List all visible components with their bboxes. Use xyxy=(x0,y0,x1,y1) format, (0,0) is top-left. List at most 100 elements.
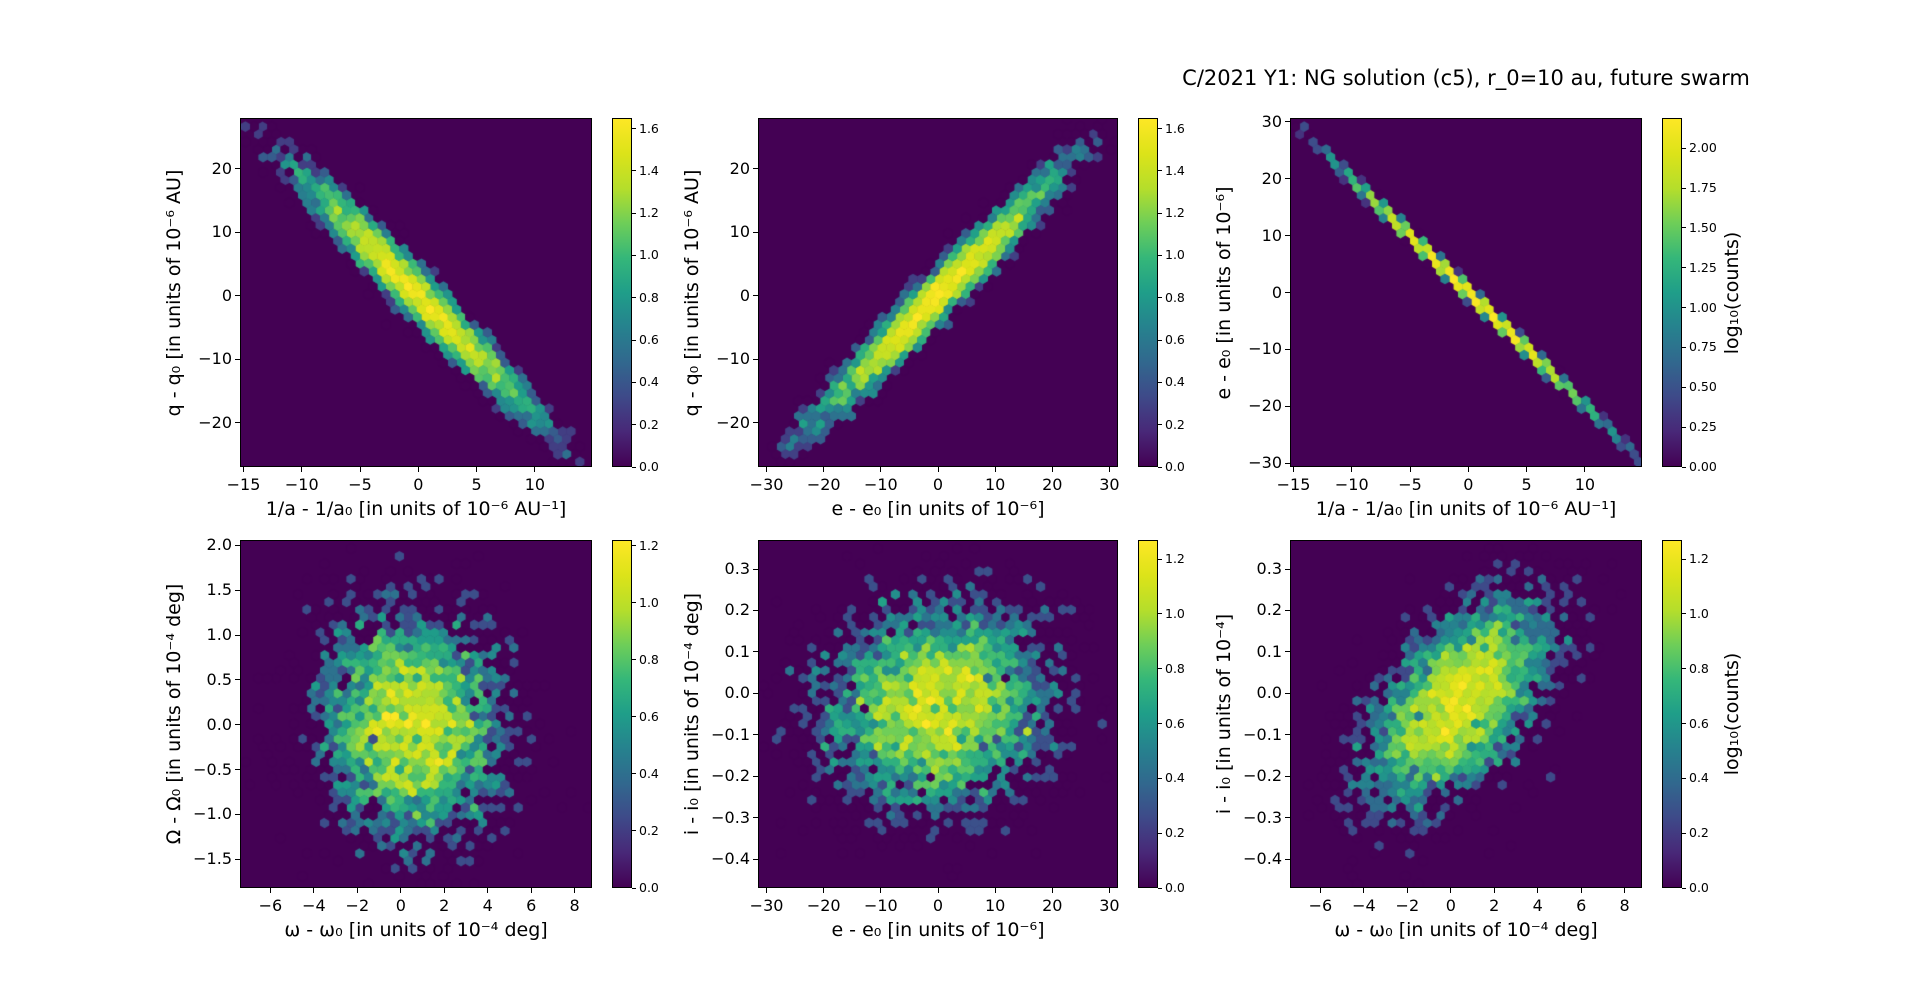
colorbar-tick-mark xyxy=(1682,777,1686,779)
y-tick-label: 0.3 xyxy=(724,559,750,578)
colorbar-tick-mark xyxy=(1682,466,1686,468)
colorbar-tick-label: 0.4 xyxy=(639,765,659,781)
colorbar-tick-mark xyxy=(1158,128,1162,130)
y-tick-mark xyxy=(1285,609,1290,611)
x-tick-label: −30 xyxy=(749,896,784,915)
colorbar-tick-mark xyxy=(632,545,636,547)
x-tick-label: −6 xyxy=(258,896,283,915)
colorbar-tick-label: 0.8 xyxy=(1165,289,1185,305)
y-tick-label: 0.0 xyxy=(1256,683,1282,703)
y-tick-label: −0.4 xyxy=(711,849,750,868)
colorbar-tick-label: 0.6 xyxy=(639,708,659,724)
x-tick-mark xyxy=(1580,888,1582,893)
x-tick-label: −30 xyxy=(749,475,784,494)
x-axis-label: 1/a - 1/a₀ [in units of 10⁻⁶ AU⁻¹] xyxy=(1315,498,1617,520)
y-tick-mark xyxy=(235,813,240,815)
colorbar-tick-mark xyxy=(632,170,636,172)
colorbar-tick-mark xyxy=(1158,254,1162,256)
y-tick-mark xyxy=(753,568,758,570)
y-tick-mark xyxy=(1285,348,1290,350)
x-tick-mark xyxy=(1319,888,1321,893)
x-tick-label: −10 xyxy=(1334,475,1369,494)
colorbar-bottom-right xyxy=(1662,540,1682,888)
x-tick-label: 20 xyxy=(1042,896,1063,915)
x-tick-mark xyxy=(823,888,825,893)
x-tick-mark xyxy=(417,467,419,472)
x-tick-label: −4 xyxy=(302,896,326,915)
y-tick-label: −0.2 xyxy=(711,766,750,786)
x-tick-mark xyxy=(823,467,825,472)
colorbar-tick-mark xyxy=(1158,832,1162,834)
colorbar-tick-mark xyxy=(632,381,636,383)
colorbar-tick-label: 0.0 xyxy=(1165,459,1185,474)
y-tick-mark xyxy=(235,358,240,360)
colorbar-tick-mark xyxy=(1682,723,1686,725)
hexbin-canvas-top-middle xyxy=(759,119,1117,466)
y-tick-label: 0.0 xyxy=(206,714,232,734)
y-tick-mark xyxy=(235,295,240,297)
x-tick-label: 2 xyxy=(439,896,450,915)
x-tick-label: 6 xyxy=(1576,896,1587,915)
y-tick-label: −10 xyxy=(716,349,750,369)
colorbar-tick-mark xyxy=(1158,777,1162,779)
x-tick-mark xyxy=(1493,888,1495,893)
y-tick-label: −1.5 xyxy=(193,849,232,869)
hexbin-canvas-top-left xyxy=(241,119,591,466)
x-tick-mark xyxy=(534,467,536,472)
colorbar-tick-label: 0.2 xyxy=(1689,825,1709,841)
x-tick-label: 10 xyxy=(984,475,1006,494)
x-tick-mark xyxy=(1108,467,1110,472)
colorbar-tick-mark xyxy=(632,716,636,718)
x-tick-mark xyxy=(313,888,315,893)
y-tick-mark xyxy=(753,817,758,819)
colorbar-tick-mark xyxy=(632,128,636,130)
colorbar-tick-mark xyxy=(1682,558,1686,560)
colorbar-tick-mark xyxy=(1682,307,1686,309)
plot-area-top-right xyxy=(1290,118,1642,467)
y-tick-mark xyxy=(1285,568,1290,570)
x-tick-mark xyxy=(443,888,445,893)
colorbar-tick-mark xyxy=(1158,212,1162,214)
colorbar-tick-label: 0.0 xyxy=(639,880,659,895)
x-tick-mark xyxy=(994,467,996,472)
colorbar-tick-mark xyxy=(1158,558,1162,560)
x-tick-label: −15 xyxy=(1276,475,1311,494)
x-tick-mark xyxy=(880,467,882,472)
x-tick-label: 10 xyxy=(524,475,546,494)
x-tick-mark xyxy=(301,467,303,472)
y-tick-mark xyxy=(1285,462,1290,464)
x-tick-mark xyxy=(1526,467,1528,472)
y-tick-mark xyxy=(753,231,758,233)
plot-area-top-middle xyxy=(758,118,1118,467)
y-tick-label: 10 xyxy=(729,222,750,242)
x-tick-label: −2 xyxy=(345,896,370,915)
y-tick-mark xyxy=(753,609,758,611)
colorbar-tick-label: 1.6 xyxy=(639,120,659,136)
hexbin-canvas-bottom-middle xyxy=(759,541,1117,887)
y-tick-mark xyxy=(753,692,758,694)
x-axis-label: ω - ω₀ [in units of 10⁻⁴ deg] xyxy=(1334,919,1598,941)
colorbar-tick-label: 1.2 xyxy=(1689,551,1709,567)
y-tick-label: −0.3 xyxy=(1243,807,1282,827)
figure-title: C/2021 Y1: NG solution (c5), r_0=10 au, … xyxy=(1182,66,1750,90)
y-tick-mark xyxy=(753,734,758,736)
x-tick-label: −10 xyxy=(284,475,319,494)
y-tick-label: −20 xyxy=(1248,396,1282,416)
x-tick-label: −15 xyxy=(226,475,261,494)
colorbar-tick-mark xyxy=(632,424,636,426)
x-tick-label: 4 xyxy=(482,896,493,915)
colorbar-tick-mark xyxy=(632,339,636,341)
x-tick-label: 0 xyxy=(932,475,944,494)
colorbar-bottom-middle xyxy=(1138,540,1158,888)
x-tick-mark xyxy=(766,888,768,893)
x-tick-label: −6 xyxy=(1308,896,1333,915)
x-tick-mark xyxy=(400,888,402,893)
y-tick-label: 0.2 xyxy=(724,600,750,620)
x-tick-label: 10 xyxy=(1574,475,1596,494)
colorbar-tick-label: 0.0 xyxy=(1165,880,1185,895)
x-tick-label: −20 xyxy=(806,896,841,915)
y-tick-mark xyxy=(753,295,758,297)
colorbar-tick-mark xyxy=(632,212,636,214)
x-tick-label: −4 xyxy=(1352,896,1376,915)
x-tick-label: −20 xyxy=(806,475,841,494)
